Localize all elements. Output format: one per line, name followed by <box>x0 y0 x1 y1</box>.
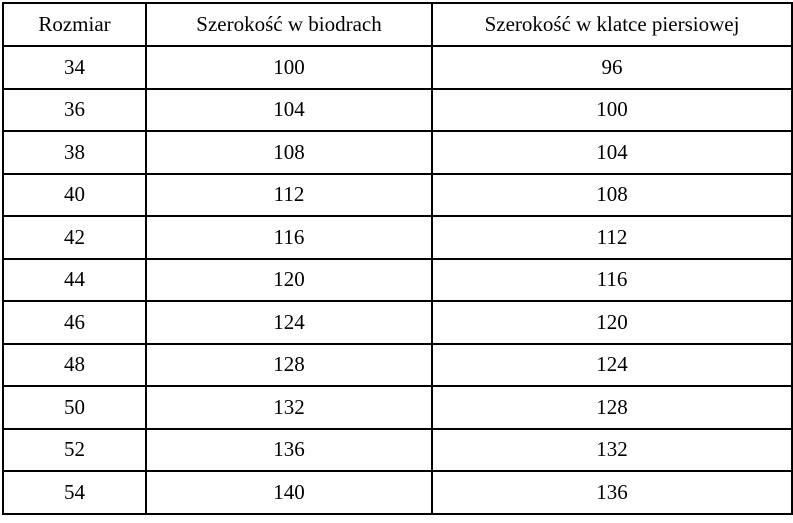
table-cell-size: 38 <box>2 130 147 175</box>
table-row: 42 116 112 <box>2 215 793 260</box>
table-cell-hips: 108 <box>145 130 433 175</box>
size-chart-header-row: Rozmiar Szerokość w biodrach Szerokość w… <box>2 2 793 47</box>
header-size: Rozmiar <box>2 2 147 47</box>
table-row: 44 120 116 <box>2 257 793 302</box>
table-cell-size: 44 <box>2 257 147 302</box>
table-cell-size: 52 <box>2 427 147 472</box>
table-cell-hips: 104 <box>145 87 433 132</box>
table-cell-chest: 100 <box>431 87 793 132</box>
table-cell-size: 36 <box>2 87 147 132</box>
table-cell-hips: 124 <box>145 300 433 345</box>
table-cell-hips: 100 <box>145 45 433 90</box>
table-cell-size: 50 <box>2 385 147 430</box>
table-cell-size: 46 <box>2 300 147 345</box>
table-cell-size: 42 <box>2 215 147 260</box>
header-chest-width: Szerokość w klatce piersiowej <box>431 2 793 47</box>
table-cell-size: 34 <box>2 45 147 90</box>
table-row: 46 124 120 <box>2 300 793 345</box>
table-cell-chest: 104 <box>431 130 793 175</box>
size-chart-table: Rozmiar Szerokość w biodrach Szerokość w… <box>2 2 793 515</box>
table-cell-hips: 112 <box>145 172 433 217</box>
table-cell-chest: 120 <box>431 300 793 345</box>
table-cell-chest: 136 <box>431 470 793 515</box>
table-cell-hips: 140 <box>145 470 433 515</box>
table-cell-chest: 116 <box>431 257 793 302</box>
table-row: 48 128 124 <box>2 342 793 387</box>
size-chart-body: 34 100 96 36 104 100 38 108 104 40 112 108 42 116 112 4… <box>2 45 793 515</box>
table-row: 38 108 104 <box>2 130 793 175</box>
table-cell-chest: 128 <box>431 385 793 430</box>
table-cell-chest: 108 <box>431 172 793 217</box>
table-cell-chest: 96 <box>431 45 793 90</box>
table-row: 36 104 100 <box>2 87 793 132</box>
table-cell-chest: 112 <box>431 215 793 260</box>
table-cell-size: 48 <box>2 342 147 387</box>
table-row: 40 112 108 <box>2 172 793 217</box>
table-row: 54 140 136 <box>2 470 793 515</box>
table-cell-hips: 132 <box>145 385 433 430</box>
table-row: 52 136 132 <box>2 427 793 472</box>
table-cell-hips: 120 <box>145 257 433 302</box>
table-cell-hips: 116 <box>145 215 433 260</box>
table-cell-size: 40 <box>2 172 147 217</box>
header-hips-width: Szerokość w biodrach <box>145 2 433 47</box>
table-cell-size: 54 <box>2 470 147 515</box>
table-row: 50 132 128 <box>2 385 793 430</box>
table-row: 34 100 96 <box>2 45 793 90</box>
table-cell-hips: 128 <box>145 342 433 387</box>
table-cell-hips: 136 <box>145 427 433 472</box>
table-cell-chest: 124 <box>431 342 793 387</box>
table-cell-chest: 132 <box>431 427 793 472</box>
